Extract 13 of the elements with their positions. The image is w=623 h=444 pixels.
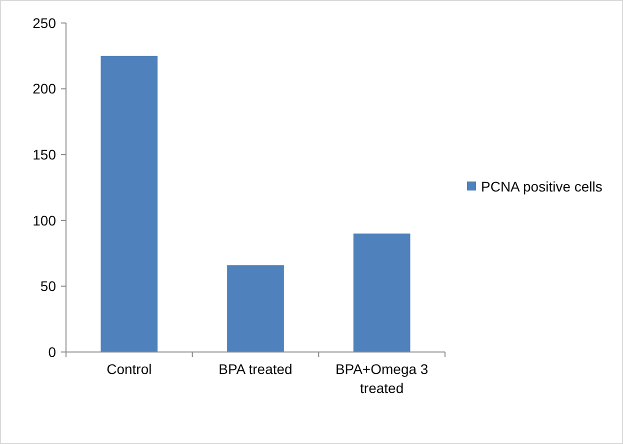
y-tick-label: 100 [32, 212, 56, 228]
bar [227, 265, 284, 352]
x-tick-label: BPA treated [218, 361, 292, 377]
y-tick-label: 50 [40, 278, 56, 294]
x-tick-label: Control [106, 361, 152, 377]
legend-label: PCNA positive cells [481, 178, 602, 194]
y-tick-label: 200 [32, 80, 56, 97]
bar [100, 56, 158, 352]
y-tick-label: 150 [32, 146, 56, 162]
y-tick-label: 0 [48, 344, 56, 360]
x-tick-label: BPA+Omega 3 treated [335, 361, 428, 396]
bar [353, 234, 410, 352]
y-tick-label: 250 [32, 14, 56, 31]
